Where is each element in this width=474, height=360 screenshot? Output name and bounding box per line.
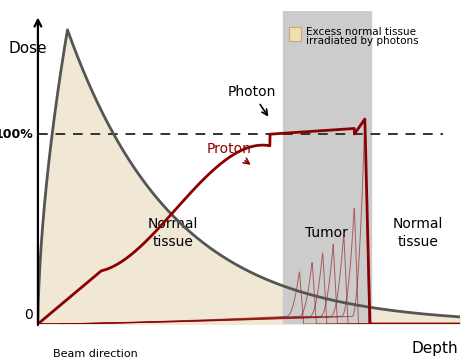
- Text: Dose: Dose: [8, 41, 46, 56]
- Text: Photon: Photon: [228, 85, 276, 115]
- Text: Proton: Proton: [207, 142, 252, 164]
- Bar: [289, 27, 301, 41]
- Bar: [283, 11, 371, 324]
- Text: Normal
tissue: Normal tissue: [392, 217, 443, 248]
- Text: 100%: 100%: [0, 128, 33, 141]
- Text: Excess normal tissue: Excess normal tissue: [306, 27, 416, 37]
- Text: Beam direction: Beam direction: [53, 349, 137, 359]
- Text: Depth: Depth: [411, 341, 458, 356]
- Text: 0: 0: [24, 308, 33, 322]
- Text: irradiated by photons: irradiated by photons: [306, 36, 419, 46]
- Text: Tumor: Tumor: [305, 226, 348, 240]
- Text: Normal
tissue: Normal tissue: [148, 217, 198, 248]
